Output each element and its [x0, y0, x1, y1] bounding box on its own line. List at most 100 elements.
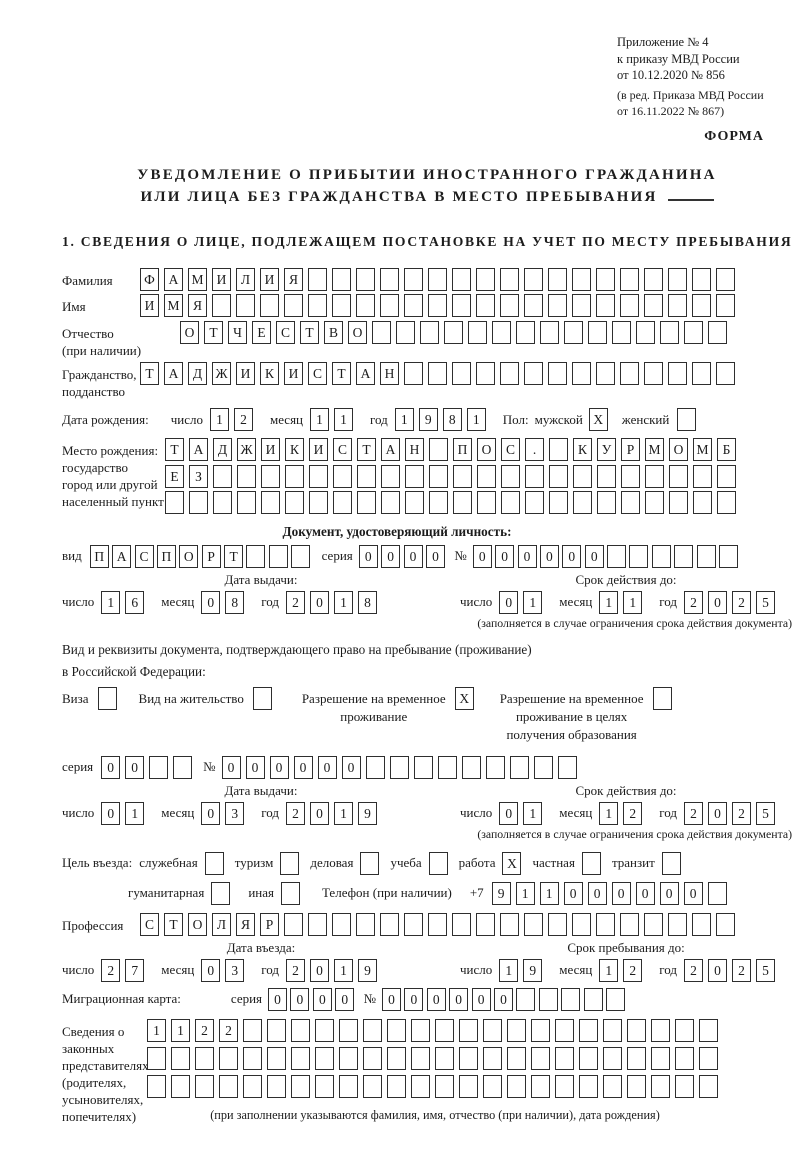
char-box	[404, 294, 423, 317]
char-box	[411, 1074, 430, 1098]
char-box: 7	[125, 958, 145, 982]
char-box: 0	[310, 801, 330, 825]
char-box: 5	[756, 958, 776, 982]
patronymic-label: Отчество (при наличии)	[62, 325, 142, 358]
char-box: А	[112, 544, 132, 568]
char-box	[173, 755, 193, 779]
char-box: С	[134, 544, 154, 568]
char-box: 2	[286, 958, 306, 982]
char-box	[699, 1018, 718, 1042]
char-box	[699, 1046, 718, 1070]
char-box: Т	[224, 544, 244, 568]
char-box	[237, 491, 256, 514]
month-label: месяц	[559, 805, 593, 820]
char-box	[333, 464, 352, 488]
char-box	[339, 1074, 358, 1098]
char-box	[579, 1018, 598, 1042]
char-box: Р	[621, 438, 640, 461]
char-box	[477, 464, 496, 488]
sex-female-label: женский	[621, 411, 670, 427]
char-box	[267, 1018, 286, 1042]
purpose-row: Цель въезда: служебная туризм деловая уч…	[62, 851, 792, 875]
char-box: О	[477, 438, 496, 461]
char-box	[538, 987, 558, 1011]
residence-doc-intro: Вид и реквизиты документа, подтверждающе…	[62, 641, 532, 679]
purpose-row-2: гуманитарная иная Телефон (при наличии) …	[128, 881, 792, 905]
char-box	[428, 294, 447, 317]
surname-label: Фамилия	[62, 272, 113, 288]
year-label: год	[370, 411, 388, 427]
char-box: Я	[188, 294, 207, 317]
day-label: число	[460, 962, 493, 977]
char-box	[597, 491, 616, 514]
char-box	[315, 1018, 334, 1042]
char-box: 2	[732, 958, 752, 982]
char-box	[291, 1074, 310, 1098]
char-box: 0	[269, 755, 289, 779]
char-box	[651, 1074, 670, 1098]
char-box	[524, 362, 543, 385]
char-box	[524, 294, 543, 317]
char-box: П	[156, 544, 176, 568]
char-box: Ф	[140, 267, 159, 291]
char-box	[588, 320, 607, 344]
char-box	[693, 491, 712, 514]
char-box: И	[260, 267, 279, 291]
profession-label: Профессия	[62, 917, 124, 933]
char-box	[668, 362, 687, 385]
char-box: 0	[341, 755, 361, 779]
form-title-line2: ИЛИ ЛИЦА БЕЗ ГРАЖДАНСТВА В МЕСТО ПРЕБЫВА…	[140, 188, 658, 205]
char-box	[332, 912, 351, 936]
char-box	[717, 464, 736, 488]
char-box	[579, 1046, 598, 1070]
char-box	[246, 544, 266, 568]
char-box: 0	[221, 755, 241, 779]
form-title-line2-wrap: ИЛИ ЛИЦА БЕЗ ГРАЖДАНСТВА В МЕСТО ПРЕБЫВА…	[62, 186, 792, 208]
char-box: К	[285, 438, 304, 461]
char-box: А	[381, 438, 400, 461]
char-box: 0	[290, 987, 310, 1011]
char-box: 1	[539, 881, 559, 905]
field-legal-reps: Сведения о законных представителях (роди…	[62, 1018, 792, 1125]
char-box	[411, 1046, 430, 1070]
series-label: серия	[230, 991, 263, 1006]
char-box: 9	[523, 958, 543, 982]
char-box	[236, 294, 255, 317]
char-box	[645, 491, 664, 514]
char-box	[651, 1018, 670, 1042]
char-box: 2	[732, 590, 752, 614]
char-box	[420, 320, 439, 344]
char-box	[716, 362, 735, 385]
char-box: К	[260, 362, 279, 385]
char-box	[452, 267, 471, 291]
char-box	[531, 1018, 550, 1042]
char-box	[509, 755, 529, 779]
option-temp-residence: Разрешение на временное проживание X	[302, 686, 474, 726]
char-box	[692, 912, 711, 936]
char-box	[620, 362, 639, 385]
residence-permit-checkbox	[252, 686, 272, 710]
char-box	[285, 491, 304, 514]
purpose-work-checkbox: X	[502, 851, 522, 875]
char-box: 5	[756, 590, 776, 614]
char-box: 1	[334, 408, 354, 431]
char-box	[644, 362, 663, 385]
char-box: О	[669, 438, 688, 461]
char-box: 0	[493, 987, 513, 1011]
char-box	[500, 294, 519, 317]
amendment-reference: (в ред. Приказа МВД России от 16.11.2022…	[617, 87, 764, 118]
char-box: М	[693, 438, 712, 461]
char-box: Ч	[228, 320, 247, 344]
